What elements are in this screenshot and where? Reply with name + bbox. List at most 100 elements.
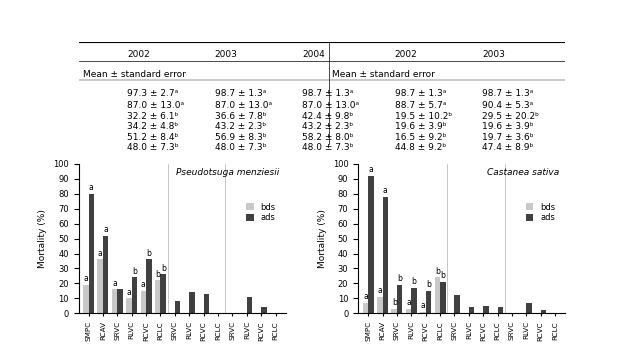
Text: b: b — [155, 270, 160, 279]
Text: b: b — [435, 267, 440, 276]
Bar — [411, 288, 417, 313]
Text: a: a — [421, 301, 425, 310]
Bar — [497, 307, 503, 313]
Bar — [526, 303, 532, 313]
Text: 43.2 ± 2.3ᵇ: 43.2 ± 2.3ᵇ — [303, 122, 354, 131]
Text: 2004: 2004 — [303, 50, 325, 59]
Text: 90.4 ± 5.3ᵃ: 90.4 ± 5.3ᵃ — [482, 101, 534, 110]
Bar — [161, 275, 166, 313]
Text: b: b — [132, 267, 137, 276]
Text: 43.2 ± 2.3ᵇ: 43.2 ± 2.3ᵇ — [215, 122, 266, 131]
Text: 19.5 ± 10.2ᵇ: 19.5 ± 10.2ᵇ — [395, 112, 452, 121]
Bar — [391, 309, 397, 313]
Text: Pseudotsuga menziesii: Pseudotsuga menziesii — [176, 168, 279, 177]
Bar — [420, 312, 426, 313]
Bar — [363, 303, 368, 313]
Text: 36.6 ± 7.8ᵇ: 36.6 ± 7.8ᵇ — [215, 112, 266, 121]
Text: 19.6 ± 3.9ᵇ: 19.6 ± 3.9ᵇ — [482, 122, 534, 131]
Bar — [203, 294, 209, 313]
Bar — [406, 309, 411, 313]
Text: 48.0 ± 7.3ᵇ: 48.0 ± 7.3ᵇ — [215, 143, 266, 152]
Text: 2002: 2002 — [395, 50, 418, 59]
Text: b: b — [398, 275, 402, 283]
Bar — [382, 197, 388, 313]
Bar — [426, 291, 431, 313]
Text: 98.7 ± 1.3ᵃ: 98.7 ± 1.3ᵃ — [303, 89, 354, 99]
Text: 51.2 ± 8.4ᵇ: 51.2 ± 8.4ᵇ — [127, 133, 178, 142]
Text: 87.0 ± 13.0ᵃ: 87.0 ± 13.0ᵃ — [303, 101, 359, 110]
Text: 48.0 ± 7.3ᵇ: 48.0 ± 7.3ᵇ — [127, 143, 179, 152]
Bar — [469, 307, 474, 313]
Text: 87.0 ± 13.0ᵃ: 87.0 ± 13.0ᵃ — [127, 101, 184, 110]
Text: 47.4 ± 8.9ᵇ: 47.4 ± 8.9ᵇ — [482, 143, 534, 152]
Text: 44.8 ± 9.2ᵇ: 44.8 ± 9.2ᵇ — [395, 143, 446, 152]
Legend: bds, ads: bds, ads — [524, 201, 557, 224]
Bar — [455, 295, 460, 313]
Bar — [112, 289, 117, 313]
Text: a: a — [84, 275, 88, 283]
Bar — [377, 297, 382, 313]
Text: Mean ± standard error: Mean ± standard error — [332, 70, 435, 79]
Text: a: a — [127, 288, 131, 297]
Text: a: a — [406, 298, 411, 307]
Bar — [155, 281, 161, 313]
Text: a: a — [141, 281, 146, 289]
Text: 16.5 ± 9.2ᵇ: 16.5 ± 9.2ᵇ — [395, 133, 447, 142]
Bar — [126, 298, 132, 313]
Text: 42.4 ± 9.8ᵇ: 42.4 ± 9.8ᵇ — [303, 112, 354, 121]
Legend: bds, ads: bds, ads — [245, 201, 278, 224]
Text: Mean ± standard error: Mean ± standard error — [84, 70, 187, 79]
Bar — [83, 285, 89, 313]
Text: 29.5 ± 20.2ᵇ: 29.5 ± 20.2ᵇ — [482, 112, 539, 121]
Text: 48.0 ± 7.3ᵇ: 48.0 ± 7.3ᵇ — [303, 143, 354, 152]
Text: 32.2 ± 6.1ᵇ: 32.2 ± 6.1ᵇ — [127, 112, 178, 121]
Text: 87.0 ± 13.0ᵃ: 87.0 ± 13.0ᵃ — [215, 101, 272, 110]
Y-axis label: Mortality (%): Mortality (%) — [318, 209, 327, 268]
Text: b: b — [440, 271, 445, 281]
Text: 19.7 ± 3.6ᵇ: 19.7 ± 3.6ᵇ — [482, 133, 534, 142]
Bar — [247, 297, 252, 313]
Bar — [440, 282, 445, 313]
Text: 98.7 ± 1.3ᵃ: 98.7 ± 1.3ᵃ — [215, 89, 266, 99]
Bar — [141, 291, 146, 313]
Y-axis label: Mortality (%): Mortality (%) — [38, 209, 48, 268]
Text: a: a — [383, 186, 387, 195]
Bar — [89, 194, 94, 313]
Text: 56.9 ± 8.3ᵇ: 56.9 ± 8.3ᵇ — [215, 133, 266, 142]
Text: a: a — [104, 225, 108, 234]
Text: 97.3 ± 2.7ᵃ: 97.3 ± 2.7ᵃ — [127, 89, 178, 99]
Text: a: a — [112, 279, 117, 288]
Text: 34.2 ± 4.8ᵇ: 34.2 ± 4.8ᵇ — [127, 122, 178, 131]
Bar — [132, 277, 137, 313]
Bar — [368, 176, 374, 313]
Bar — [189, 293, 195, 313]
Text: 2002: 2002 — [127, 50, 150, 59]
Bar — [103, 235, 109, 313]
Text: a: a — [363, 292, 368, 301]
Text: b: b — [426, 281, 431, 289]
Text: 19.6 ± 3.9ᵇ: 19.6 ± 3.9ᵇ — [395, 122, 447, 131]
Text: 2003: 2003 — [215, 50, 237, 59]
Text: 88.7 ± 5.7ᵃ: 88.7 ± 5.7ᵃ — [395, 101, 447, 110]
Text: 58.2 ± 8.0ᵇ: 58.2 ± 8.0ᵇ — [303, 133, 354, 142]
Text: 2003: 2003 — [482, 50, 506, 59]
Text: a: a — [377, 286, 382, 295]
Bar — [146, 259, 151, 313]
Text: a: a — [369, 165, 373, 174]
Bar — [175, 301, 180, 313]
Text: b: b — [161, 264, 166, 273]
Text: b: b — [392, 298, 397, 307]
Bar — [261, 307, 267, 313]
Bar — [483, 306, 489, 313]
Text: b: b — [411, 277, 416, 287]
Text: b: b — [146, 249, 151, 258]
Bar — [117, 289, 123, 313]
Bar — [541, 310, 546, 313]
Text: a: a — [89, 183, 94, 192]
Bar — [97, 259, 103, 313]
Text: 98.7 ± 1.3ᵃ: 98.7 ± 1.3ᵃ — [482, 89, 534, 99]
Bar — [435, 277, 440, 313]
Text: a: a — [98, 249, 102, 258]
Text: 98.7 ± 1.3ᵃ: 98.7 ± 1.3ᵃ — [395, 89, 447, 99]
Bar — [397, 285, 403, 313]
